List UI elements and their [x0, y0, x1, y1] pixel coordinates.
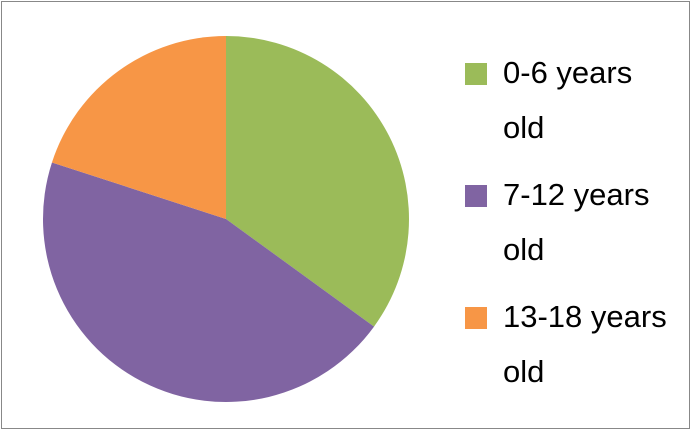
- legend: 0-6 years old 7-12 years old 13-18 years o…: [465, 45, 675, 411]
- legend-label: 7-12 years old: [503, 177, 650, 267]
- legend-swatch: [465, 185, 487, 207]
- legend-swatch: [465, 307, 487, 329]
- legend-label: 0-6 years old: [503, 55, 633, 145]
- pie-slice: [42, 162, 375, 402]
- legend-item: 7-12 years old: [465, 167, 675, 277]
- legend-label: 13-18 years old: [503, 299, 667, 389]
- legend-item: 0-6 years old: [465, 45, 675, 155]
- pie-slice: [51, 36, 226, 219]
- legend-item: 13-18 years old: [465, 289, 675, 399]
- pie-slice: [226, 36, 409, 327]
- legend-swatch: [465, 63, 487, 85]
